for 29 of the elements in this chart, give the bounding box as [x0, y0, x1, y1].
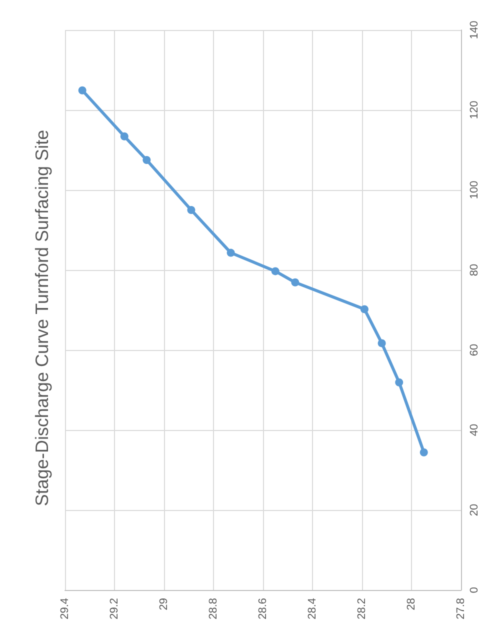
- y-tick-label: 120: [468, 100, 480, 120]
- y-tick-label: 20: [468, 504, 480, 516]
- y-tick-label: 100: [468, 180, 480, 200]
- y-tick-label: 140: [468, 20, 480, 40]
- x-tick-label: 28.2: [356, 598, 368, 620]
- y-tick-label: 40: [468, 424, 480, 436]
- x-tick-label: 29.4: [59, 598, 71, 620]
- point: [271, 267, 280, 276]
- point: [395, 378, 404, 386]
- y-tick-label: 0: [468, 586, 480, 594]
- x-tick-label: 28.4: [306, 598, 318, 620]
- text: Stage-Discharge Curve Turnford Surfacing Site: [32, 130, 52, 506]
- point: [291, 278, 300, 286]
- x-tick-label: 28.8: [208, 598, 220, 620]
- point: [378, 339, 386, 348]
- x-tick-label: 27.8: [455, 598, 467, 620]
- point: [420, 448, 428, 456]
- x-tick-label: 28.6: [257, 598, 269, 620]
- x-tick-label: 29: [158, 598, 170, 610]
- y-tick-label: 60: [468, 344, 480, 356]
- x-tick-label: 28: [406, 598, 418, 610]
- y-tick-label: 80: [468, 264, 480, 276]
- point: [142, 156, 151, 164]
- point: [226, 248, 235, 257]
- point: [120, 132, 128, 140]
- point: [78, 86, 86, 94]
- point: [187, 206, 196, 214]
- point: [360, 305, 368, 314]
- x-tick-label: 29.2: [108, 598, 120, 620]
